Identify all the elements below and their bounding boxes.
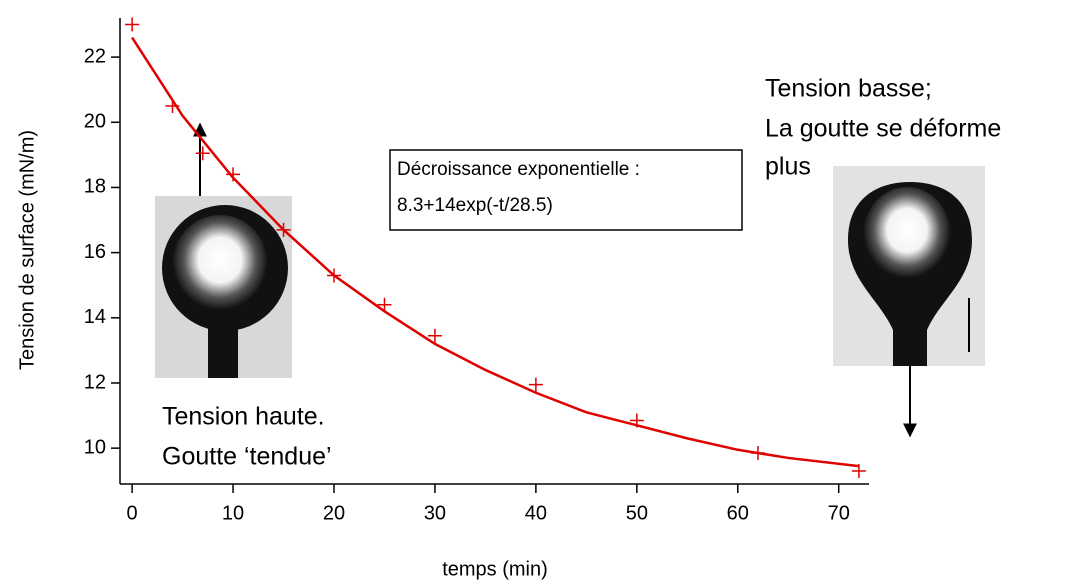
annotation: Goutte ‘tendue’ (162, 443, 332, 471)
marker (195, 146, 210, 161)
marker (851, 463, 866, 478)
x-tick-label: 50 (626, 502, 648, 524)
marker (377, 297, 392, 312)
fit-formula: 8.3+14exp(-t/28.5) (397, 195, 553, 216)
drop-image-low (833, 166, 985, 366)
fit-box (389, 149, 743, 231)
x-tick-label: 40 (525, 502, 547, 524)
marker (427, 328, 442, 343)
x-tick-label: 60 (727, 502, 749, 524)
x-tick-label: 10 (222, 502, 244, 524)
y-tick-label: 22 (84, 45, 106, 67)
x-tick-label: 20 (323, 502, 345, 524)
y-tick-label: 10 (84, 436, 106, 458)
y-tick-label: 12 (84, 371, 106, 393)
annotation: plus (765, 153, 811, 181)
y-tick-label: 18 (84, 176, 106, 198)
y-tick-label: 14 (84, 306, 106, 328)
x-tick-label: 30 (424, 502, 446, 524)
x-tick-label: 0 (127, 502, 138, 524)
x-tick-label: 70 (828, 502, 850, 524)
marker (528, 377, 543, 392)
fit-label: Décroissance exponentielle : (397, 159, 640, 180)
marker (125, 17, 140, 32)
annotation: Tension haute. (162, 403, 325, 431)
fit-line (131, 36, 860, 468)
y-tick-label: 16 (84, 241, 106, 263)
y-axis-label: Tension de surface (mN/m) (16, 130, 38, 370)
x-axis-label: temps (min) (442, 558, 548, 580)
drop-image-high (155, 196, 292, 378)
annotation: La goutte se déforme (765, 115, 1001, 143)
y-tick-label: 20 (84, 111, 106, 133)
annotation: Tension basse; (765, 75, 932, 103)
